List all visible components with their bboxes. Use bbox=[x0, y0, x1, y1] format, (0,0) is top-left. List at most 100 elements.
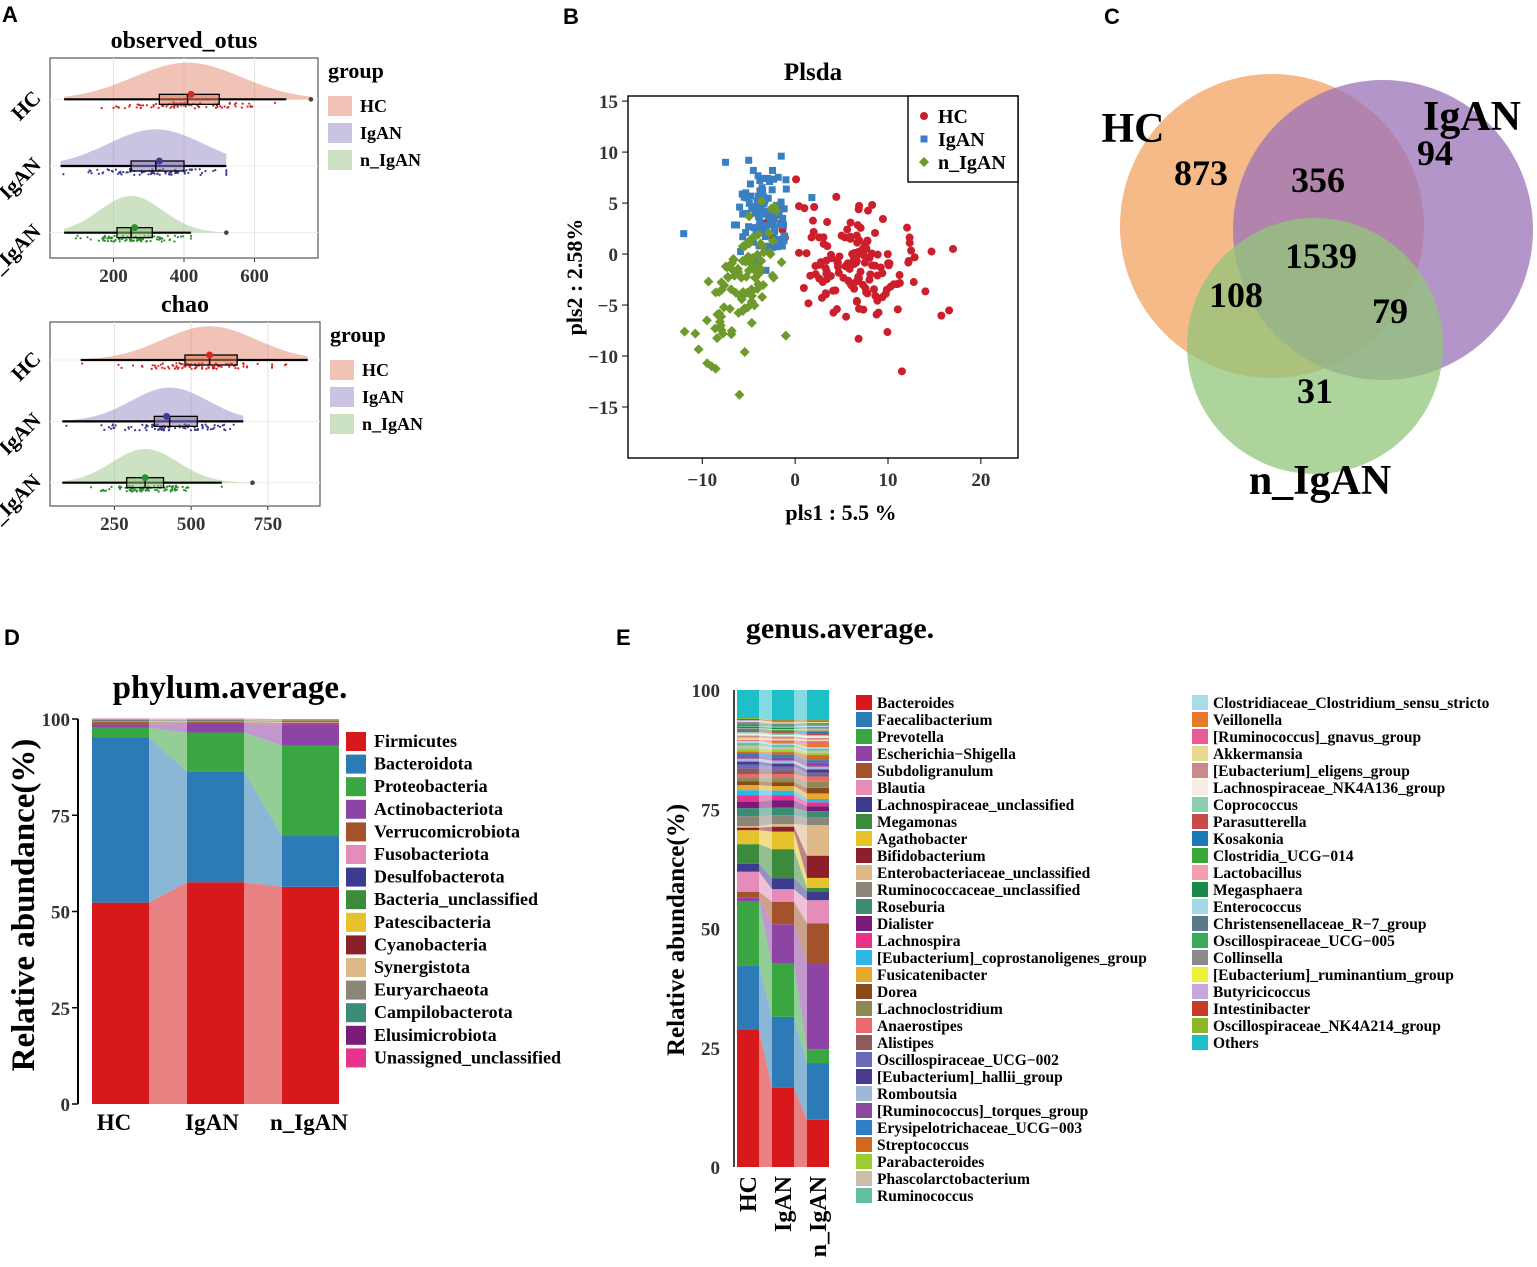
point-IgAN bbox=[756, 176, 764, 184]
legend-label-HC: HC bbox=[938, 106, 968, 128]
ribbon-Firmicutes bbox=[149, 882, 187, 1104]
legend-label: Proteobacteria bbox=[374, 776, 488, 796]
x-tick-label: 750 bbox=[254, 514, 283, 535]
bar-segment-Intestinibacter bbox=[772, 720, 794, 722]
bar-segment-Erysipelotrichaceae_UCG−003 bbox=[807, 760, 829, 763]
jitter-point-IgAN bbox=[133, 173, 136, 176]
ribbon-Bacteroidota bbox=[149, 737, 187, 903]
bar-segment-Streptococcus bbox=[737, 751, 759, 754]
bar-segment-Alistipes bbox=[737, 768, 759, 775]
jitter-point-n_IgAN bbox=[156, 488, 159, 492]
legend-swatch bbox=[1192, 712, 1208, 727]
legend-swatch bbox=[1192, 899, 1208, 914]
point-IgAN bbox=[761, 233, 769, 241]
jitter-point-IgAN bbox=[167, 172, 171, 176]
ribbon-Clostridiaceae_Clostridium_sensu_stricto bbox=[794, 743, 807, 749]
point-HC bbox=[893, 305, 902, 314]
point-IgAN bbox=[749, 238, 757, 246]
legend-swatch bbox=[856, 831, 872, 846]
point-HC bbox=[910, 253, 919, 262]
point-n_IgAN bbox=[741, 271, 752, 282]
legend-swatch bbox=[346, 1003, 366, 1023]
bar-segment-Subdoligranulum bbox=[737, 891, 759, 898]
bar-segment-Anaerostipes bbox=[807, 776, 829, 782]
point-n_IgAN bbox=[747, 258, 758, 269]
point-HC bbox=[843, 225, 852, 234]
jitter-point-HC bbox=[201, 367, 204, 370]
point-n_IgAN bbox=[755, 263, 766, 274]
bar-segment-[Eubacterium]_eligens_group bbox=[772, 736, 794, 739]
jitter-point-IgAN bbox=[214, 168, 217, 172]
bar-segment-Kosakonia bbox=[737, 730, 759, 731]
ribbon-Subdoligranulum bbox=[794, 901, 807, 964]
mean-point-HC bbox=[187, 90, 195, 98]
ribbon-Oscillospiraceae_UCG−002 bbox=[759, 764, 772, 771]
legend-label: Lactobacillus bbox=[1213, 865, 1302, 882]
legend-label: Christensenellaceae_R−7_group bbox=[1213, 916, 1426, 933]
y-tick-label: 10 bbox=[599, 143, 618, 164]
jitter-point-IgAN bbox=[153, 427, 157, 431]
legend-label: Megasphaera bbox=[1213, 882, 1303, 899]
x-tick-label: IgAN bbox=[185, 1110, 239, 1135]
legend-swatch bbox=[346, 867, 366, 887]
point-IgAN bbox=[746, 180, 754, 188]
point-HC bbox=[807, 233, 816, 242]
legend-label: Bifidobacterium bbox=[877, 848, 986, 865]
bar-segment-Oscillospiraceae_UCG−002 bbox=[807, 772, 829, 775]
point-IgAN bbox=[763, 246, 771, 254]
bar-segment-[Ruminococcus]_torques_group bbox=[807, 762, 829, 767]
jitter-point-n_IgAN bbox=[176, 235, 180, 239]
bar-segment-Subdoligranulum bbox=[772, 901, 794, 925]
ribbon-Blautia bbox=[759, 871, 772, 902]
y-tick-label: 50 bbox=[51, 903, 70, 924]
ribbon-Alistipes bbox=[794, 770, 807, 777]
bar-segment-Bacteroidota bbox=[282, 836, 339, 887]
ribbon-Actinobacteriota bbox=[244, 724, 282, 746]
bar-segment-Clostridia_UCG−014 bbox=[737, 728, 759, 731]
legend-swatch bbox=[1192, 763, 1208, 778]
jitter-point-n_IgAN bbox=[106, 237, 109, 240]
jitter-point-n_IgAN bbox=[154, 489, 157, 492]
legend-label: Verrucomicrobiota bbox=[374, 821, 520, 841]
legend-label: Megamonas bbox=[877, 814, 957, 831]
jitter-point-HC bbox=[81, 362, 84, 365]
jitter-point-n_IgAN bbox=[175, 488, 179, 492]
point-n_IgAN bbox=[706, 361, 717, 372]
jitter-point-IgAN bbox=[127, 426, 130, 429]
bar-segment-Prevotella bbox=[807, 1049, 829, 1064]
ribbon-Christensenellaceae_R−7_group bbox=[794, 725, 807, 727]
legend-title: group bbox=[328, 58, 384, 83]
venn-count-HC-only: 873 bbox=[1174, 153, 1228, 193]
point-HC bbox=[802, 249, 811, 258]
jitter-point-n_IgAN bbox=[156, 235, 159, 238]
legend-swatch bbox=[1192, 729, 1208, 744]
point-n_IgAN bbox=[703, 276, 714, 287]
legend-swatch bbox=[1192, 797, 1208, 812]
jitter-point-HC bbox=[173, 367, 177, 370]
jitter-point-n_IgAN bbox=[124, 486, 127, 489]
bar-segment-Intestinibacter bbox=[807, 720, 829, 722]
point-IgAN bbox=[760, 228, 768, 236]
legend-swatch-IgAN bbox=[328, 123, 352, 143]
bar-segment-Alistipes bbox=[772, 770, 794, 775]
point-n_IgAN bbox=[752, 283, 763, 294]
point-HC bbox=[871, 228, 880, 237]
chart-title: phylum.average. bbox=[113, 670, 348, 706]
jitter-point-IgAN bbox=[133, 429, 137, 432]
ribbon-Agathobacter bbox=[759, 830, 772, 850]
jitter-point-HC bbox=[139, 106, 142, 110]
jitter-point-HC bbox=[179, 362, 182, 365]
point-HC bbox=[808, 216, 817, 225]
bar-segment-Roseburia bbox=[737, 808, 759, 817]
jitter-point-n_IgAN bbox=[113, 240, 116, 243]
x-tick-label: 400 bbox=[170, 266, 199, 287]
bar-segment-Blautia bbox=[807, 900, 829, 924]
bar-segment-Dorea bbox=[737, 781, 759, 786]
jitter-point-n_IgAN bbox=[157, 490, 160, 493]
point-IgAN bbox=[755, 208, 763, 216]
bar-segment-Collinsella bbox=[807, 722, 829, 725]
y-tick-label: 100 bbox=[42, 710, 71, 731]
jitter-point-IgAN bbox=[90, 172, 93, 175]
ribbon-Akkermansia bbox=[759, 737, 772, 741]
ribbon-Lachnospira bbox=[794, 795, 807, 807]
